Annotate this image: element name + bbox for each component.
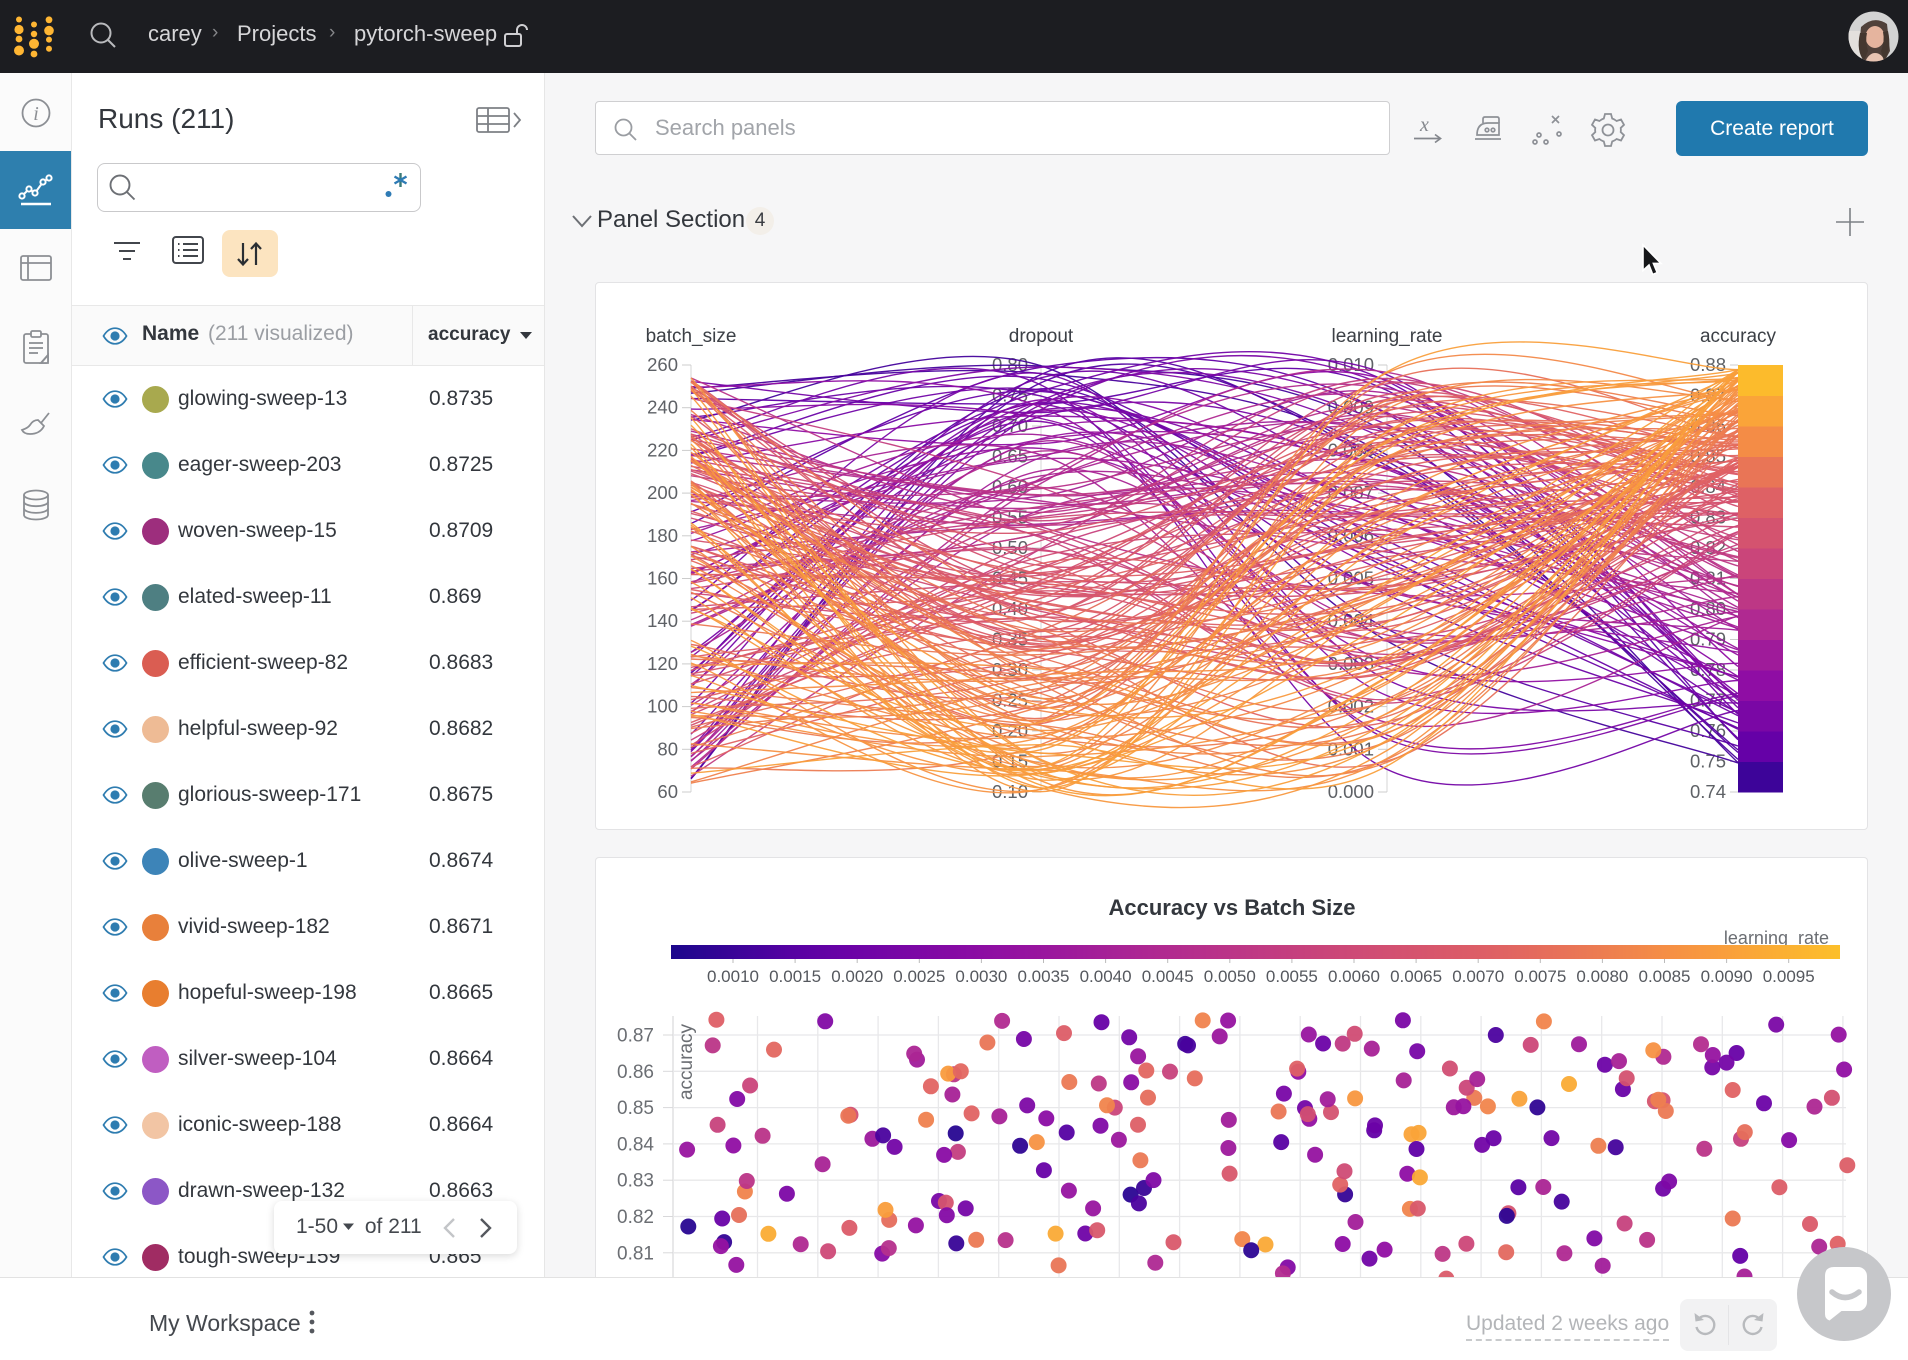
svg-text:0.0065: 0.0065 bbox=[1390, 967, 1442, 986]
svg-text:160: 160 bbox=[647, 568, 678, 589]
svg-text:dropout: dropout bbox=[1009, 326, 1074, 347]
svg-text:0.0090: 0.0090 bbox=[1701, 967, 1753, 986]
svg-text:0.0080: 0.0080 bbox=[1576, 967, 1628, 986]
svg-text:0.0075: 0.0075 bbox=[1514, 967, 1566, 986]
svg-text:0.0050: 0.0050 bbox=[1204, 967, 1256, 986]
svg-text:60: 60 bbox=[657, 781, 678, 802]
svg-text:0.0055: 0.0055 bbox=[1266, 967, 1318, 986]
svg-text:learning_rate: learning_rate bbox=[1724, 928, 1829, 949]
svg-text:0.0085: 0.0085 bbox=[1639, 967, 1691, 986]
svg-text:batch_size: batch_size bbox=[646, 326, 737, 347]
svg-text:i: i bbox=[33, 103, 39, 125]
svg-text:0.0015: 0.0015 bbox=[769, 967, 821, 986]
svg-text:0.0020: 0.0020 bbox=[831, 967, 883, 986]
svg-text:260: 260 bbox=[647, 354, 678, 375]
svg-text:0.84: 0.84 bbox=[617, 1134, 654, 1155]
svg-text:100: 100 bbox=[647, 696, 678, 717]
svg-text:0.85: 0.85 bbox=[617, 1098, 654, 1119]
svg-text:240: 240 bbox=[647, 397, 678, 418]
svg-text:0.81: 0.81 bbox=[617, 1243, 654, 1264]
svg-text:0.0060: 0.0060 bbox=[1328, 967, 1380, 986]
svg-text:0.0070: 0.0070 bbox=[1452, 967, 1504, 986]
svg-text:0.82: 0.82 bbox=[617, 1207, 654, 1228]
svg-text:accuracy: accuracy bbox=[676, 1023, 697, 1100]
svg-text:80: 80 bbox=[657, 738, 678, 759]
svg-text:0.0030: 0.0030 bbox=[955, 967, 1007, 986]
svg-text:200: 200 bbox=[647, 482, 678, 503]
svg-text:0.0045: 0.0045 bbox=[1142, 967, 1194, 986]
svg-text:0.86: 0.86 bbox=[617, 1062, 654, 1083]
svg-text:Accuracy vs Batch Size: Accuracy vs Batch Size bbox=[1108, 895, 1355, 920]
svg-text:0.0025: 0.0025 bbox=[893, 967, 945, 986]
svg-text:140: 140 bbox=[647, 610, 678, 631]
svg-text:220: 220 bbox=[647, 439, 678, 460]
svg-text:0.76: 0.76 bbox=[1690, 720, 1726, 741]
svg-text:0.0010: 0.0010 bbox=[707, 967, 759, 986]
svg-text:120: 120 bbox=[647, 653, 678, 674]
svg-text:0.0040: 0.0040 bbox=[1080, 967, 1132, 986]
svg-text:learning_rate: learning_rate bbox=[1332, 326, 1443, 347]
svg-text:x: x bbox=[1419, 114, 1429, 136]
svg-text:0.000: 0.000 bbox=[1328, 781, 1374, 802]
svg-text:0.87: 0.87 bbox=[617, 1026, 654, 1047]
svg-text:180: 180 bbox=[647, 525, 678, 546]
svg-text:0.0095: 0.0095 bbox=[1763, 967, 1815, 986]
svg-text:0.83: 0.83 bbox=[617, 1171, 654, 1192]
svg-text:0.0035: 0.0035 bbox=[1018, 967, 1070, 986]
svg-text:0.74: 0.74 bbox=[1690, 781, 1726, 802]
svg-text:accuracy: accuracy bbox=[1700, 326, 1777, 347]
svg-text:0.88: 0.88 bbox=[1690, 354, 1726, 375]
